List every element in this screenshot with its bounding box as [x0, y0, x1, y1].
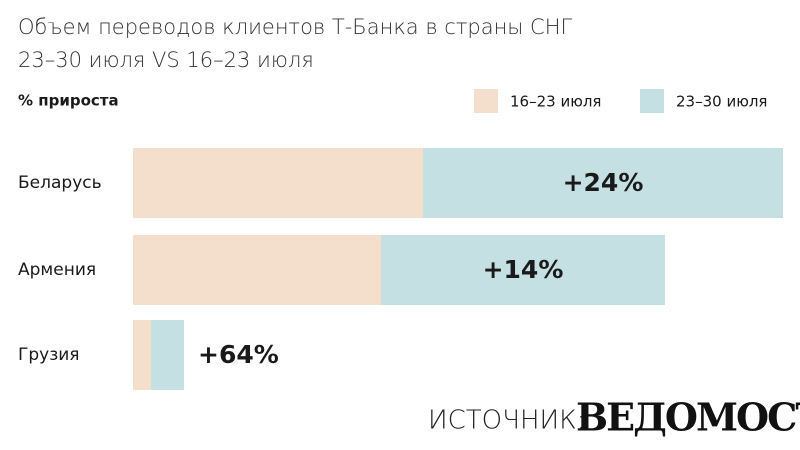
- category-label: Грузия: [18, 345, 80, 365]
- bar-segment: [133, 320, 151, 390]
- source-logo: ВЕДОМОСТИ: [576, 395, 800, 440]
- legend-label: 16–23 июля: [510, 93, 601, 111]
- source-label: ИСТОЧНИК:: [428, 406, 585, 436]
- axis-label: % прироста: [18, 92, 119, 110]
- legend-swatch: [474, 89, 498, 113]
- chart-subtitle: 23–30 июля VS 16–23 июля: [18, 48, 314, 72]
- bar-segment: [133, 148, 423, 218]
- bar-segment: [133, 235, 381, 305]
- bar-segment: [151, 320, 184, 390]
- category-label: Беларусь: [18, 173, 102, 193]
- change-label: +64%: [198, 340, 279, 369]
- legend-swatch: [640, 89, 664, 113]
- bar-segment: [423, 148, 783, 218]
- category-label: Армения: [18, 260, 96, 280]
- chart-title: Объем переводов клиентов Т-Банка в стран…: [18, 15, 573, 39]
- change-label: +14%: [483, 255, 564, 284]
- legend-label: 23–30 июля: [676, 93, 767, 111]
- bar-segment: [381, 235, 665, 305]
- change-label: +24%: [563, 168, 644, 197]
